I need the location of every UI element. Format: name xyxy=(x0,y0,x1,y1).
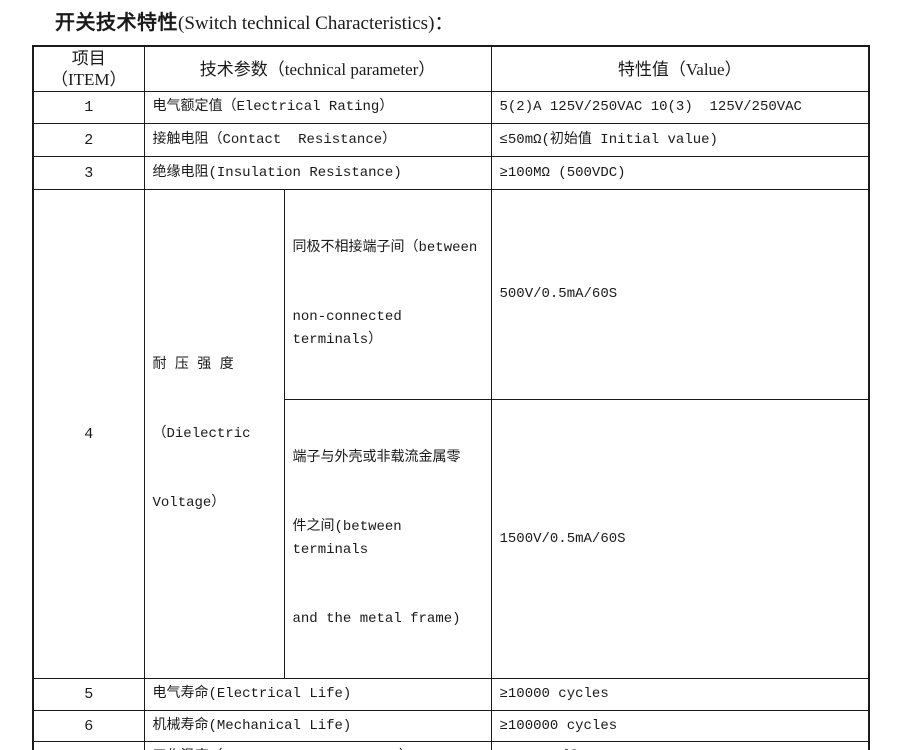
parameter-cell: 接触电阻（Contact Resistance） xyxy=(143,123,492,157)
table-row: 6 机械寿命(Mechanical Life) ≥100000 cycles xyxy=(32,710,870,742)
parameter-line: Voltage） xyxy=(152,494,226,511)
table-row: 7 工作温度（Operating Temperature） -25～125℃ xyxy=(32,741,870,750)
header-item: 项目 （ITEM） xyxy=(32,45,145,92)
table-row: 3 绝缘电阻(Insulation Resistance) ≥100MΩ (50… xyxy=(32,156,870,190)
parameter-cell: 机械寿命(Mechanical Life) xyxy=(143,710,492,742)
parameter-line: 同极不相接端子间（between xyxy=(292,240,478,256)
parameter-line: 端子与外壳或非载流金属零 xyxy=(292,450,461,466)
item-cell: 7 xyxy=(32,741,145,750)
value-cell: ≥100MΩ (500VDC) xyxy=(490,156,870,190)
item-cell: 1 xyxy=(32,91,145,124)
item-cell: 2 xyxy=(32,123,145,157)
header-parameter: 技术参数（technical parameter） xyxy=(143,45,492,92)
parameter-cell: 耐 压 强 度 （Dielectric Voltage） xyxy=(143,189,285,679)
page-title-en: (Switch technical Characteristics)： xyxy=(178,13,454,34)
parameter-line: 耐 压 强 度 xyxy=(152,356,234,373)
item-cell: 5 xyxy=(32,678,145,711)
header-item-line2: （ITEM） xyxy=(50,70,127,89)
item-cell: 6 xyxy=(32,710,145,742)
parameter-line: non-connected terminals） xyxy=(292,309,411,348)
value-cell: 500V/0.5mA/60S xyxy=(490,189,870,400)
table-row: 1 电气额定值（Electrical Rating） 5(2)A 125V/25… xyxy=(32,91,870,124)
value-cell: ≥100000 cycles xyxy=(490,710,870,742)
sub-parameter-cell: 端子与外壳或非载流金属零 件之间(between terminals and t… xyxy=(283,399,492,679)
table-row: 2 接触电阻（Contact Resistance） ≤50mΩ(初始值 Ini… xyxy=(32,123,870,157)
value-cell: 5(2)A 125V/250VAC 10(3) 125V/250VAC xyxy=(490,91,870,124)
sub-parameter-cell: 同极不相接端子间（between non-connected terminals… xyxy=(283,189,492,400)
value-cell: ≤50mΩ(初始值 Initial value) xyxy=(490,123,870,157)
parameter-cell: 绝缘电阻(Insulation Resistance) xyxy=(143,156,492,190)
value-cell: 1500V/0.5mA/60S xyxy=(490,399,870,679)
table-row: 4 耐 压 强 度 （Dielectric Voltage） 同极不相接端子间（… xyxy=(32,189,870,679)
header-value: 特性值（Value） xyxy=(490,45,870,92)
parameter-cell: 电气寿命(Electrical Life) xyxy=(143,678,492,711)
spec-table: 项目 （ITEM） 技术参数（technical parameter） 特性值（V… xyxy=(32,45,870,750)
parameter-line: and the metal frame) xyxy=(292,611,461,627)
item-cell: 4 xyxy=(32,189,145,679)
parameter-cell: 电气额定值（Electrical Rating） xyxy=(143,91,492,124)
table-header-row: 项目 （ITEM） 技术参数（technical parameter） 特性值（V… xyxy=(32,45,870,92)
parameter-cell: 工作温度（Operating Temperature） xyxy=(143,741,492,750)
parameter-line: 件之间(between terminals xyxy=(292,519,411,558)
value-cell: ≥10000 cycles xyxy=(490,678,870,711)
item-cell: 3 xyxy=(32,156,145,190)
table-row: 端子与外壳或非载流金属零 件之间(between terminals and t… xyxy=(33,399,870,679)
header-item-line1: 项目 xyxy=(71,49,106,68)
parameter-line: （Dielectric xyxy=(152,425,251,442)
page-title-zh: 开关技术特性 xyxy=(55,12,178,34)
table-row: 5 电气寿命(Electrical Life) ≥10000 cycles xyxy=(32,678,870,711)
value-cell: -25～125℃ xyxy=(490,741,870,750)
page-title: 开关技术特性(Switch technical Characteristics)… xyxy=(55,6,900,35)
